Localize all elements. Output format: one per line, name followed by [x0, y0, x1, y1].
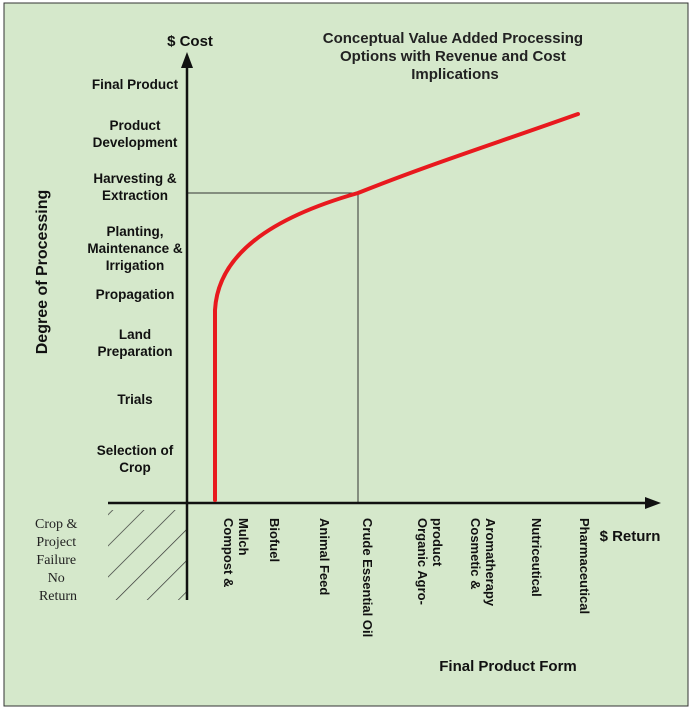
x-axis-arrow-icon — [645, 497, 661, 509]
x-tick-label: Organic Agro-product — [415, 518, 445, 605]
y-tick-label: Land Preparation — [97, 327, 172, 359]
y-tick-label: Trials — [117, 392, 152, 407]
x-tick-label: Pharmaceutical — [577, 518, 592, 614]
y-tick-label: Propagation — [96, 287, 175, 302]
failure-region-hatch — [108, 510, 187, 600]
x-tick-label: Crude Essential Oil — [360, 518, 375, 637]
failure-region: Crop & Project Failure No Return — [35, 510, 187, 604]
failure-label-line: Project — [36, 535, 76, 550]
series-line — [213, 112, 580, 502]
y-tick-label: Final Product — [92, 77, 179, 92]
y-tick-label: Selection of Crop — [97, 443, 174, 475]
chart-title: Conceptual Value Added Processing Option… — [323, 30, 588, 83]
x-axis-end-label: $ Return — [600, 528, 661, 545]
x-tick-labels: Compost &Mulch Biofuel Animal Feed Crude Es… — [221, 518, 592, 637]
x-tick-label: Biofuel — [267, 518, 282, 562]
failure-label-line: Crop & — [35, 517, 78, 532]
x-tick-label: Compost &Mulch — [221, 518, 251, 587]
y-axis-label: Degree of Processing — [34, 190, 51, 355]
chart-title-line: Conceptual Value Added Processing — [323, 30, 583, 47]
y-axis-top-label: $ Cost — [167, 33, 213, 50]
y-tick-label: Product Development — [93, 118, 178, 150]
failure-label-line: No — [48, 571, 65, 586]
chart-title-line: Options with Revenue and Cost — [340, 48, 566, 65]
chart-title-line: Implications — [411, 66, 499, 83]
y-tick-label: Planting, Maintenance & Irrigation — [87, 224, 183, 273]
y-tick-label: Harvesting & Extraction — [93, 171, 177, 203]
x-axis-label: Final Product Form — [439, 658, 577, 675]
y-axis-arrow-icon — [181, 52, 193, 68]
x-tick-label: Animal Feed — [317, 518, 332, 595]
x-tick-label: Cosmetic &Aromatherapy — [468, 518, 498, 607]
failure-label-line: Return — [39, 589, 77, 604]
failure-region-label: Crop & Project Failure No Return — [35, 517, 81, 604]
y-tick-labels: Selection of Crop Trials Land Preparation Pro… — [87, 77, 183, 475]
x-tick-label: Nutriceutical — [529, 518, 544, 597]
failure-label-line: Failure — [36, 553, 76, 568]
